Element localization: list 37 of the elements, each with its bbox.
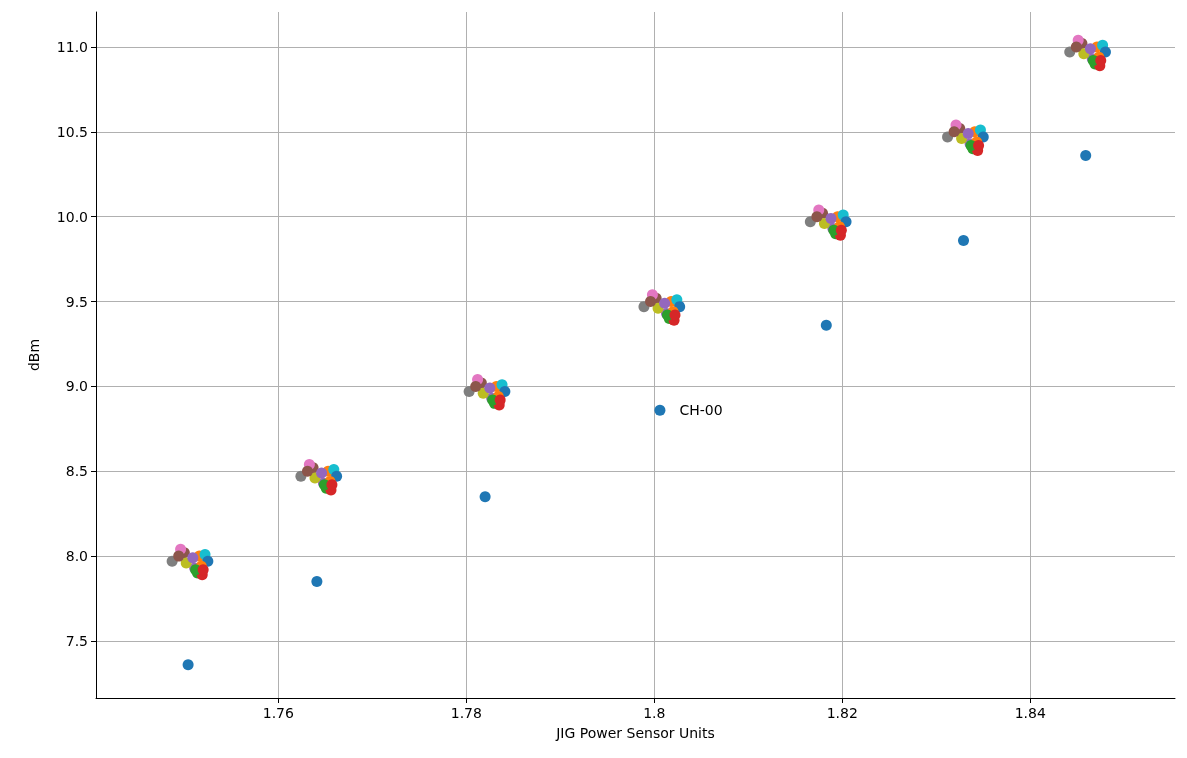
point	[958, 234, 970, 246]
y-tick-label: 9.0	[65, 378, 88, 395]
y-tick-label: 8.5	[65, 463, 88, 480]
point	[173, 550, 185, 562]
point	[820, 319, 832, 331]
point	[301, 465, 313, 477]
x-tick-label: 1.82	[826, 705, 858, 721]
y-tick-label: 7.5	[65, 632, 88, 649]
point	[1084, 43, 1096, 55]
point	[948, 126, 960, 138]
point	[1070, 41, 1082, 53]
point	[479, 491, 491, 503]
x-tick-label: 1.84	[1014, 705, 1046, 721]
point	[187, 552, 199, 564]
x-tick-label: 1.78	[450, 705, 482, 721]
point	[654, 404, 666, 416]
y-tick-label: 10.5	[56, 123, 88, 140]
x-tick-label: 1.8	[643, 705, 666, 721]
series-label: CH-00	[679, 402, 723, 419]
point	[659, 297, 671, 309]
point	[182, 659, 194, 671]
y-tick-label: 9.5	[65, 293, 88, 310]
point	[825, 212, 837, 224]
point	[1080, 150, 1092, 162]
point	[645, 296, 657, 308]
point	[470, 380, 482, 392]
x-tick-label: 1.76	[262, 705, 295, 721]
point	[484, 382, 496, 394]
y-tick-label: 8.0	[65, 548, 88, 565]
y-axis-title: dBm	[26, 338, 42, 372]
point	[962, 128, 974, 140]
y-tick-label: 11.0	[56, 38, 88, 55]
y-tick-label: 10.0	[56, 208, 88, 225]
x-axis-title: JIG Power Sensor Units	[555, 725, 715, 741]
point	[811, 211, 823, 223]
point	[311, 576, 323, 588]
point	[316, 467, 328, 479]
